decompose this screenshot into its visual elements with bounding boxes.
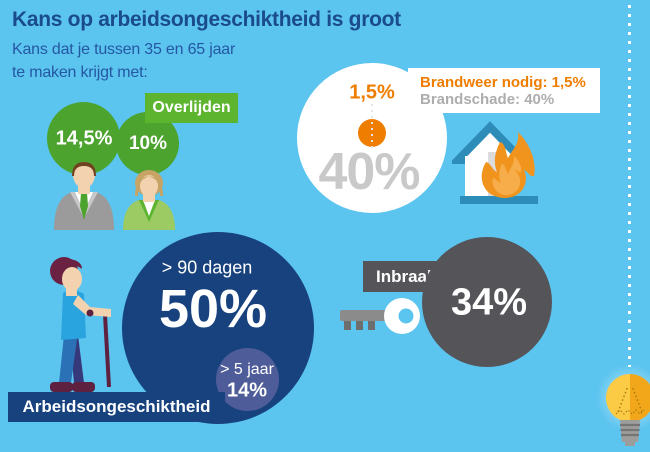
dotted-connector	[371, 104, 373, 148]
brandschade-value: 40%	[318, 143, 420, 201]
vertical-dotted-line	[628, 5, 631, 367]
overlijden-value-man: 14,5%	[55, 127, 113, 150]
ao-line1: > 90 dagen	[161, 257, 253, 278]
brandweer-value: 1,5%	[349, 81, 395, 104]
ao-sub-value: 14%	[226, 379, 268, 402]
brand-legend-line-2: Brandschade: 40%	[420, 90, 555, 108]
house-on-fire-icon	[452, 121, 538, 204]
ao-sub-circle	[216, 348, 279, 411]
overlijden-label-text: Overlijden	[152, 99, 231, 116]
woman-in-jacket-icon	[123, 170, 175, 230]
ao-label-text: Arbeidsongeschiktheid	[22, 397, 211, 416]
ao-sub-line1: > 5 jaar	[220, 361, 274, 378]
inbraak-circle	[422, 237, 552, 367]
man-in-suit-icon	[54, 162, 114, 230]
page-title: Kans op arbeidsongeschiktheid is groot	[12, 8, 401, 31]
brand-legend: Brandweer nodig: 1,5% Brandschade: 40%	[408, 68, 600, 113]
person-with-cane-icon	[50, 257, 111, 392]
key-icon	[340, 298, 420, 334]
subtitle-line-2: te maken krijgt met:	[12, 64, 148, 81]
overlijden-value-woman: 10%	[128, 133, 168, 154]
inbraak-value: 34%	[450, 281, 528, 324]
brand-legend-line-1: Brandweer nodig: 1,5%	[420, 73, 586, 91]
ao-value: 50%	[158, 279, 268, 339]
ao-label-bar: Arbeidsongeschiktheid	[8, 392, 225, 422]
overlijden-label: Overlijden	[145, 93, 238, 123]
inbraak-label-text: Inbraak	[376, 266, 437, 286]
subtitle-line-1: Kans dat je tussen 35 en 65 jaar	[12, 41, 236, 58]
lightbulb-icon	[596, 364, 650, 446]
